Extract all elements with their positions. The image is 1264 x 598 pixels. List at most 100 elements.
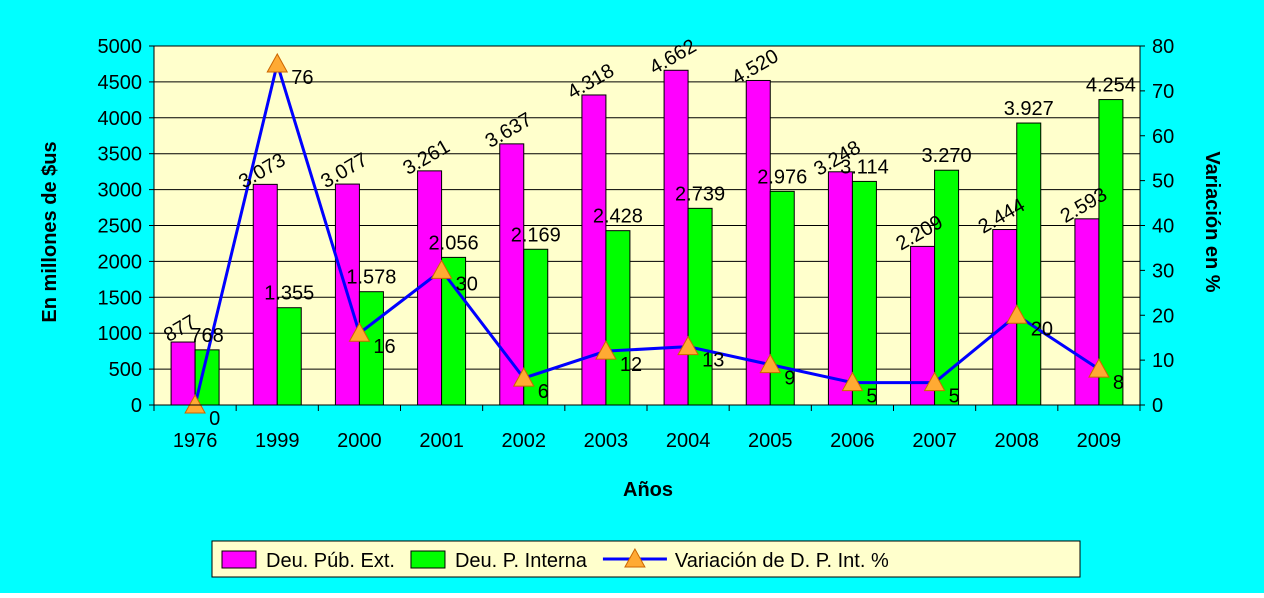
bar-external bbox=[252, 183, 278, 406]
y2-axis-title: Variación en % bbox=[1201, 151, 1223, 292]
line-marker bbox=[266, 52, 289, 73]
legend-marker bbox=[624, 547, 646, 568]
legend-label: Variación de D. P. Int. % bbox=[675, 550, 889, 572]
bar-data-label: 2.056 bbox=[429, 232, 479, 254]
line-data-label: 6 bbox=[538, 381, 549, 403]
y2-tick-label: 70 bbox=[1152, 81, 1174, 103]
y-tick-label: 4500 bbox=[98, 72, 143, 94]
y-axis-title: En millones de $us bbox=[39, 141, 61, 322]
bar-data-label: 1.578 bbox=[346, 267, 396, 289]
line-data-label: 5 bbox=[949, 386, 960, 408]
y2-tick-label: 40 bbox=[1152, 216, 1174, 238]
y2-tick-label: 10 bbox=[1152, 350, 1174, 372]
bar-external bbox=[745, 79, 771, 406]
x-tick-label: 2007 bbox=[912, 430, 957, 452]
bar-external bbox=[910, 245, 936, 406]
x-tick-label: 2004 bbox=[666, 430, 711, 452]
y-tick-label: 2500 bbox=[98, 216, 143, 238]
line-marker bbox=[841, 371, 864, 392]
legend-label: Deu. Púb. Ext. bbox=[266, 550, 395, 572]
line-marker bbox=[923, 371, 946, 392]
y-tick-label: 5000 bbox=[98, 36, 143, 58]
line-marker bbox=[512, 367, 535, 387]
x-tick-label: 1999 bbox=[255, 430, 300, 452]
line-marker bbox=[1005, 304, 1028, 324]
y-tick-label: 3500 bbox=[98, 144, 143, 166]
axes: 0500100015002000250030003500400045005000… bbox=[98, 36, 1175, 452]
bar-data-label: 3.114 bbox=[840, 156, 889, 178]
y-tick-label: 1500 bbox=[98, 287, 143, 309]
bar-external bbox=[827, 171, 853, 406]
bar-data-label: 4.254 bbox=[1086, 75, 1136, 97]
x-tick-label: 2009 bbox=[1077, 430, 1122, 452]
legend-swatch bbox=[221, 550, 257, 569]
bar-internal bbox=[1098, 99, 1124, 406]
bar-data-label: 3.927 bbox=[1004, 98, 1054, 120]
bar-internal bbox=[276, 307, 302, 406]
bar-internal bbox=[934, 169, 960, 406]
y-tick-label: 1000 bbox=[98, 323, 143, 345]
line-data-label: 20 bbox=[1031, 318, 1053, 340]
bar-internal bbox=[851, 180, 877, 406]
x-tick-label: 2005 bbox=[748, 430, 793, 452]
y-tick-label: 3000 bbox=[98, 180, 143, 202]
bar-data-label: 2.976 bbox=[757, 166, 807, 188]
line-data-label: 13 bbox=[702, 350, 724, 372]
line-marker bbox=[677, 335, 699, 356]
y2-tick-label: 60 bbox=[1152, 126, 1174, 148]
x-tick-label: 2006 bbox=[830, 430, 875, 452]
line-series bbox=[184, 52, 1110, 414]
line-data-label: 76 bbox=[291, 67, 313, 89]
y2-tick-label: 50 bbox=[1152, 171, 1174, 193]
legend-swatch bbox=[410, 550, 446, 569]
y2-tick-label: 0 bbox=[1152, 395, 1163, 417]
line-data-label: 12 bbox=[620, 354, 642, 376]
bar-internal bbox=[687, 207, 713, 406]
line-data-label: 5 bbox=[866, 386, 877, 408]
x-tick-label: 2003 bbox=[584, 430, 629, 452]
y-tick-label: 4000 bbox=[98, 108, 143, 130]
bar-data-label: 2.739 bbox=[675, 183, 725, 205]
line-marker bbox=[184, 393, 206, 414]
bar-data-label: 2.169 bbox=[511, 224, 561, 246]
x-tick-label: 2008 bbox=[995, 430, 1040, 452]
bar-data-label: 2.428 bbox=[593, 206, 643, 228]
bar-external bbox=[417, 170, 443, 406]
legend-label: Deu. P. Interna bbox=[455, 550, 588, 572]
bar-internal bbox=[194, 349, 220, 406]
line-marker bbox=[759, 353, 782, 374]
bar-external bbox=[170, 341, 196, 406]
x-axis-title: Años bbox=[623, 479, 673, 501]
bar-data-label: 768 bbox=[190, 325, 223, 347]
y-tick-label: 2000 bbox=[98, 251, 143, 273]
line-data-label: 0 bbox=[209, 408, 220, 430]
bar-data-label: 3.270 bbox=[922, 145, 972, 167]
line-data-label: 16 bbox=[373, 336, 395, 358]
variation-line bbox=[193, 58, 1100, 406]
y2-tick-label: 20 bbox=[1152, 305, 1174, 327]
line-data-label: 8 bbox=[1113, 372, 1124, 394]
bar-data-label: 1.355 bbox=[264, 283, 314, 305]
y-tick-label: 0 bbox=[131, 395, 142, 417]
x-tick-label: 2001 bbox=[419, 430, 464, 452]
bars bbox=[170, 69, 1124, 406]
bar-internal bbox=[1016, 122, 1042, 406]
bar-internal bbox=[358, 291, 384, 406]
line-marker bbox=[1088, 358, 1110, 378]
line-marker bbox=[430, 259, 453, 279]
x-tick-label: 1976 bbox=[173, 430, 218, 452]
y-tick-label: 500 bbox=[109, 359, 142, 381]
gridlines bbox=[154, 45, 1140, 370]
line-data-label: 9 bbox=[784, 368, 795, 390]
x-tick-label: 2000 bbox=[337, 430, 382, 452]
line-marker bbox=[595, 340, 617, 360]
y2-tick-label: 30 bbox=[1152, 260, 1174, 282]
line-data-label: 30 bbox=[456, 273, 478, 295]
line-marker bbox=[348, 322, 371, 342]
bar-internal bbox=[605, 230, 631, 406]
legend: Deu. Púb. Ext. Deu. P. Interna Variación d… bbox=[211, 540, 1081, 578]
x-tick-label: 2002 bbox=[502, 430, 547, 452]
bar-external bbox=[499, 143, 525, 406]
